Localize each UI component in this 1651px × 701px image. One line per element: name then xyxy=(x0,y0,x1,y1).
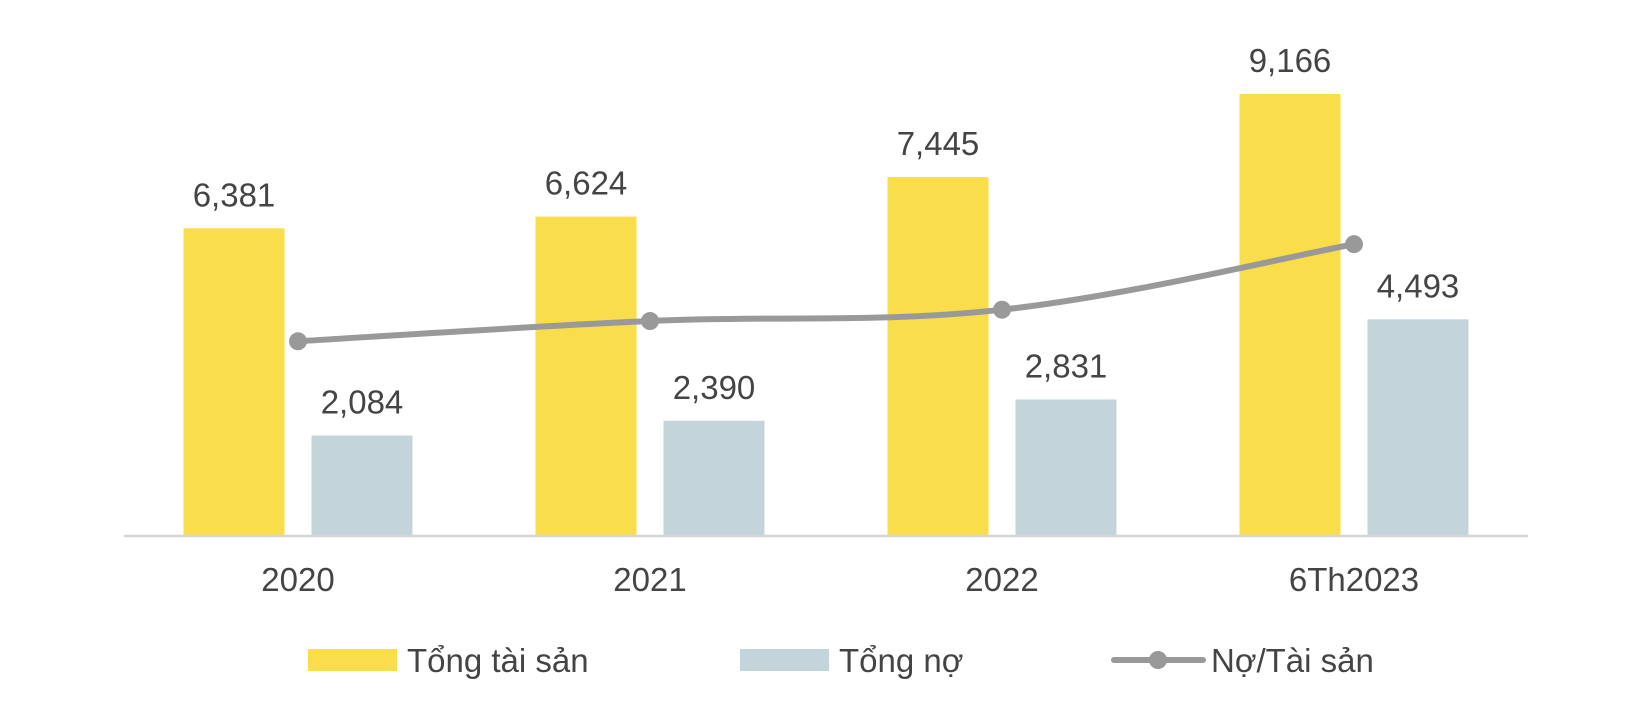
data-label: 9,166 xyxy=(1249,42,1332,79)
bar-tong-no-2022 xyxy=(1015,399,1117,536)
ratio-point-6Th2023 xyxy=(1345,235,1363,254)
ratio-line-layer xyxy=(289,235,1363,351)
bar-tong-tai-san-2022 xyxy=(887,176,989,536)
data-label: 2,831 xyxy=(1025,347,1108,384)
legend-swatch-ratio-point xyxy=(1149,651,1167,669)
x-tick-label: 6Th2023 xyxy=(1289,561,1419,598)
ratio-point-2022 xyxy=(993,300,1011,319)
bars-layer xyxy=(183,94,1469,536)
legend-label-tong-no: Tổng nợ xyxy=(839,642,963,679)
legend-swatch-tong-tai-san xyxy=(308,649,397,671)
bar-tong-no-2021 xyxy=(663,420,765,536)
x-tick-label: 2020 xyxy=(261,561,334,598)
data-label: 6,381 xyxy=(193,176,276,213)
ratio-point-2020 xyxy=(289,332,307,351)
data-label: 2,084 xyxy=(321,384,404,421)
data-label: 7,445 xyxy=(897,125,980,162)
x-tick-label: 2021 xyxy=(613,561,686,598)
x-tick-label: 2022 xyxy=(965,561,1038,598)
legend-label-tong-tai-san: Tổng tài sản xyxy=(407,642,589,679)
legend: Tổng tài sản Tổng nợ Nợ/Tài sản xyxy=(308,642,1374,679)
ratio-point-2021 xyxy=(641,312,659,331)
legend-swatch-tong-no xyxy=(740,649,829,671)
data-label: 4,493 xyxy=(1377,267,1460,304)
bar-tong-no-6Th2023 xyxy=(1367,319,1469,536)
bar-tong-tai-san-6Th2023 xyxy=(1239,94,1341,536)
data-label: 2,390 xyxy=(673,369,756,406)
bar-tong-tai-san-2021 xyxy=(535,216,637,536)
legend-label-no-tai-san: Nợ/Tài sản xyxy=(1211,642,1374,679)
labels-layer: 6,381 2,084 2020 6,624 2,390 2021 7,445 2,831 20… xyxy=(193,42,1460,598)
ratio-line xyxy=(295,241,1357,345)
bar-tong-no-2020 xyxy=(311,435,413,536)
data-label: 6,624 xyxy=(545,165,628,202)
bar-tong-tai-san-2020 xyxy=(183,228,285,536)
